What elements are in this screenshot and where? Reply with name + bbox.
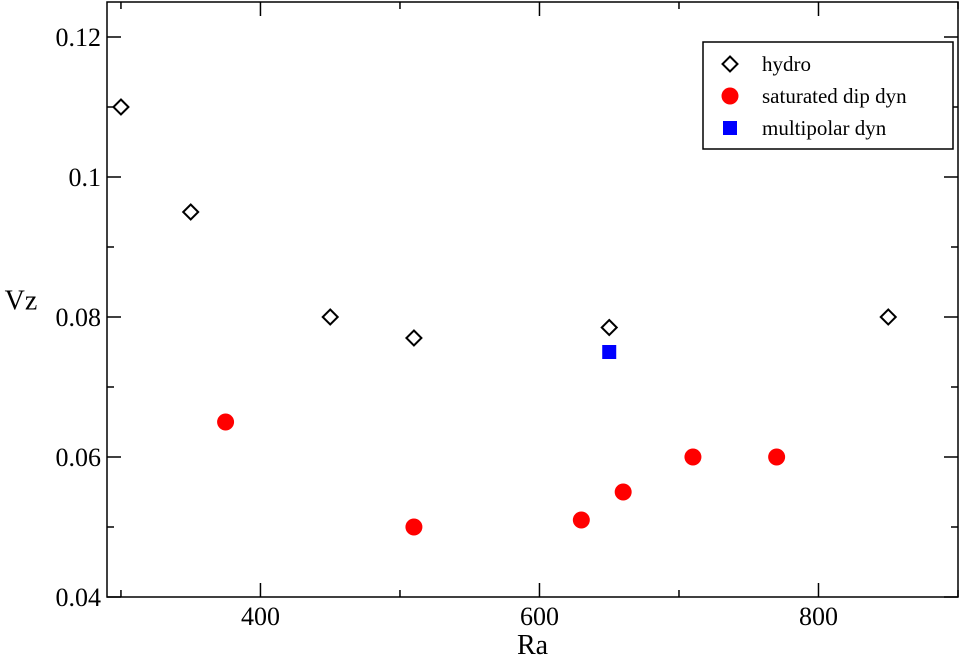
legend-marker: [723, 121, 737, 135]
data-point: [684, 448, 702, 466]
axis-ticks: [107, 2, 959, 598]
y-tick-label: 0.1: [69, 163, 102, 192]
x-tick-label: 400: [241, 602, 280, 631]
x-tick-label: 600: [520, 602, 559, 631]
legend-box: [702, 41, 954, 150]
data-point: [405, 518, 423, 536]
data-point: [614, 483, 632, 501]
data-point: [181, 203, 200, 221]
plot-frame: [106, 1, 959, 598]
data-point: [768, 448, 786, 466]
legend-label: multipolar dyn: [762, 116, 887, 140]
legend-label: hydro: [762, 52, 811, 76]
data-point: [321, 308, 340, 326]
y-tick-label: 0.06: [56, 443, 102, 472]
y-axis-title: Vz: [5, 286, 38, 317]
series-hydro: [112, 98, 898, 347]
data-point: [600, 318, 619, 337]
data-point: [112, 98, 130, 116]
legend-marker: [721, 87, 739, 105]
data-points: [112, 98, 898, 536]
legend: hydro saturated dip dyn multipolar dyn: [702, 41, 954, 150]
data-point: [405, 329, 423, 347]
x-tick-label: 800: [799, 602, 838, 631]
data-point: [602, 345, 617, 359]
data-point: [572, 511, 590, 529]
series-saturated-dip-dyn: [217, 413, 786, 536]
x-axis-title: Ra: [517, 630, 549, 658]
y-tick-label: 0.04: [56, 583, 102, 612]
legend-marker: [721, 55, 739, 73]
data-point: [879, 308, 898, 326]
y-tick-label: 0.08: [56, 303, 102, 332]
legend-label: saturated dip dyn: [762, 84, 907, 108]
tick-labels: 400 600 800 0.04 0.06 0.08 0.1 0.12: [56, 23, 838, 631]
data-point: [217, 413, 235, 431]
y-tick-label: 0.12: [56, 23, 102, 52]
series-multipolar-dyn: [602, 345, 617, 359]
